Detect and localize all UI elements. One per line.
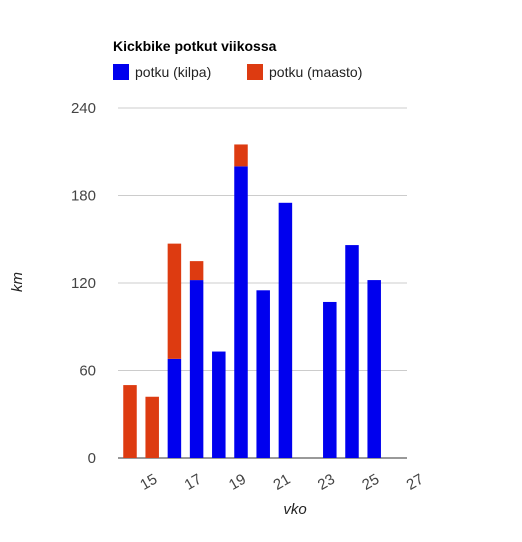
y-axis-ticks: 0 60 120 180 240 [71, 100, 96, 467]
y-tick-label-0: 0 [88, 450, 96, 467]
bar-kilpa-week-20 [256, 290, 270, 458]
chart-title: Kickbike potkut viikossa [113, 38, 277, 54]
y-tick-label-240: 240 [71, 100, 96, 117]
x-tick-label-19: 19 [226, 471, 249, 494]
bar-kilpa-week-18 [212, 351, 226, 458]
bar-kilpa-week-16 [167, 358, 182, 458]
x-tick-label-23: 23 [315, 471, 338, 494]
y-tick-label-60: 60 [79, 363, 96, 380]
bar-maasto-week-19 [234, 144, 248, 167]
legend-label-maasto: potku (maasto) [269, 64, 362, 80]
x-axis-ticks: 15 17 19 21 23 25 27 [137, 471, 426, 494]
y-tick-label-120: 120 [71, 275, 96, 292]
bar-kilpa-week-17 [189, 280, 204, 458]
legend-label-kilpa: potku (kilpa) [135, 64, 211, 80]
x-axis-title: vko [283, 501, 306, 518]
y-tick-label-180: 180 [71, 188, 96, 205]
x-tick-label-21: 21 [270, 471, 293, 494]
bar-maasto-week-15 [145, 396, 159, 458]
bar-kilpa-week-21 [278, 202, 293, 458]
bar-maasto-week-16 [167, 243, 182, 359]
y-axis-title: km [9, 272, 26, 292]
bar-kilpa-week-23 [323, 301, 337, 458]
x-tick-label-27: 27 [404, 471, 427, 494]
legend-swatch-maasto [247, 64, 263, 80]
x-tick-label-15: 15 [137, 471, 160, 494]
bar-kilpa-week-24 [345, 245, 359, 458]
bar-maasto-week-14 [123, 385, 137, 458]
gridlines [118, 107, 407, 459]
bars [123, 144, 381, 459]
legend-swatch-kilpa [113, 64, 129, 80]
x-tick-label-25: 25 [359, 471, 382, 494]
x-tick-label-17: 17 [182, 471, 205, 494]
bar-kilpa-week-19 [234, 166, 248, 459]
bar-maasto-week-17 [189, 261, 204, 281]
legend: potku (kilpa) potku (maasto) [113, 64, 362, 80]
bar-kilpa-week-25 [367, 280, 381, 458]
